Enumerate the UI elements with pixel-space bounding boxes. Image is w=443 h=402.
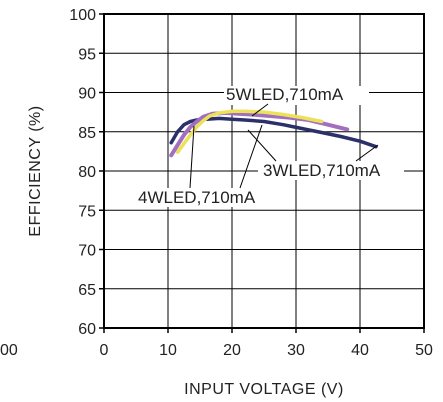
annotation-label: 3WLED,710mA [263, 161, 381, 180]
annotation-leader [239, 124, 263, 189]
annotation-box [133, 188, 279, 207]
x-axis-label: INPUT VOLTAGE (V) [184, 381, 344, 398]
y-tick-label: 85 [78, 125, 96, 142]
x-tick-label: 20 [223, 342, 241, 359]
x-tick-label: 10 [159, 342, 177, 359]
annotations: 5WLED,710mA 3WLED,710mA 4WLED,710mA [133, 85, 404, 207]
y-tick-label: 75 [78, 203, 96, 220]
x-tick-label: 50 [415, 342, 433, 359]
y-tick-label: 95 [78, 46, 96, 63]
y-tick-labels: 60 65 70 75 80 85 90 95 100 [69, 7, 96, 338]
plot-frame [103, 13, 425, 329]
y-tick-label: 60 [78, 321, 96, 338]
y-tick-label: 65 [78, 282, 96, 299]
x-tick-label: 30 [287, 342, 305, 359]
annotation-leader [251, 103, 269, 117]
y-tick-label: 80 [78, 164, 96, 181]
y-axis-label: EFFICIENCY (%) [27, 105, 44, 236]
annotation-leader [247, 129, 277, 162]
x-tick-label: 40 [351, 342, 369, 359]
corner-fragment: 00 [0, 342, 18, 359]
y-tick-label: 90 [78, 86, 96, 103]
series-line-3wled-710ma [169, 116, 378, 149]
y-tick-label: 100 [69, 7, 96, 24]
annotation-leader [355, 144, 379, 162]
annotation-box [224, 86, 369, 105]
series-lines [169, 109, 378, 158]
annotation-label: 4WLED,710mA [138, 188, 256, 207]
series-line-4wled-710ma [175, 109, 324, 154]
annotation-box [258, 161, 404, 180]
x-tick-label: 0 [100, 342, 109, 359]
x-tick-labels: 0 10 20 30 40 50 [100, 342, 433, 359]
annotation-label: 5WLED,710mA [226, 85, 344, 104]
y-tick-label: 70 [78, 243, 96, 260]
annotation-leader [189, 125, 195, 189]
